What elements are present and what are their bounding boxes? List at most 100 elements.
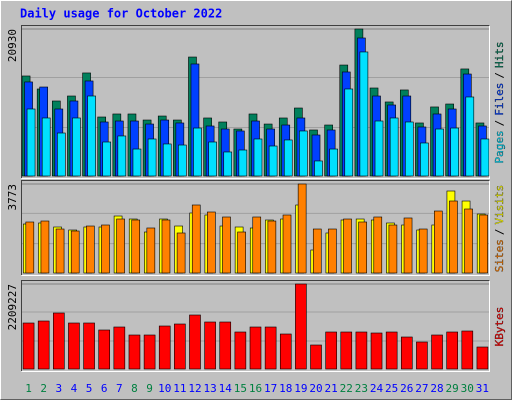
legend-entry: Sites [493,239,506,272]
x-tick-label: 18 [279,382,292,395]
x-tick-label: 28 [430,382,443,395]
bar [389,117,399,177]
y-tick-label: 2209227 [6,284,19,330]
bar [189,314,201,370]
bar [204,321,216,370]
bar [25,221,35,274]
x-tick-label: 21 [325,382,338,395]
bar [340,331,353,370]
bar [57,132,66,177]
bar [404,121,414,177]
bar [41,117,51,177]
bar [283,139,293,177]
bar [343,218,352,274]
bar [101,224,110,274]
x-tick-label: 16 [249,382,262,395]
bar [87,95,96,177]
bar [420,142,429,177]
bar [176,232,186,274]
bar [264,326,277,370]
legend-entry: Hits [493,42,506,69]
bar [191,204,201,274]
bar [329,148,338,177]
plot-bevel-light [21,280,490,372]
legend: KBytes [493,307,506,347]
bar [385,331,398,370]
x-tick-label: 25 [385,382,398,395]
bar [53,312,65,370]
legend-separator: / [493,229,506,236]
bar [403,217,413,274]
bar [147,138,157,177]
bar [158,325,171,370]
chart-title: Daily usage for October 2022 [20,7,222,21]
bar [418,228,428,274]
bar [267,220,277,274]
bar [446,331,458,370]
x-tick-label: 23 [355,382,368,395]
bar [83,322,95,370]
x-tick-label: 31 [476,382,489,395]
bar [358,221,367,274]
bar [253,138,263,177]
bar [86,225,95,274]
bar [40,220,50,274]
bar [128,334,141,370]
x-tick-label: 19 [294,382,307,395]
bar [416,341,428,370]
bar [279,333,292,370]
x-tick-label: 1 [25,382,32,395]
x-tick-label: 4 [71,382,78,395]
bar [464,208,473,274]
x-tick-label: 20 [309,382,322,395]
x-tick-label: 30 [461,382,474,395]
bar [359,51,369,177]
bar [282,214,292,274]
bar [162,143,172,177]
bar [37,320,50,370]
bar [234,331,247,370]
x-tick-label: 24 [370,382,384,395]
legend-separator: / [493,120,506,127]
bar [344,88,354,177]
bar [219,321,232,370]
bar [461,330,474,370]
bar [314,160,323,177]
bar [431,334,443,370]
bar [370,332,383,370]
x-tick-label: 7 [116,382,123,395]
bar [465,96,475,177]
legend-entry: KBytes [493,307,506,347]
plot-bevel-light [21,25,490,179]
plot-bevel-dark [21,180,490,275]
bar [295,283,307,370]
bar [373,216,383,274]
x-tick-label: 14 [219,382,233,395]
x-tick-label: 29 [446,382,459,395]
bar [237,231,246,274]
x-tick-label: 8 [131,382,138,395]
bar [117,135,127,177]
bar [480,138,490,177]
bar [222,216,231,274]
legend-separator: / [493,72,506,79]
x-tick-label: 11 [173,382,186,395]
bar [143,334,156,370]
bar [207,211,216,274]
bar [249,326,262,370]
bar [252,216,262,274]
bar [193,127,202,177]
legend: Pages / Files / Hits [493,42,506,164]
x-tick-label: 22 [340,382,353,395]
bar [161,219,171,274]
plot-bevel-dark [21,25,490,178]
legend-entry: Visits [493,185,506,225]
x-tick-label: 13 [203,382,216,395]
x-tick-label: 3 [56,382,63,395]
bar [178,144,187,177]
bar [479,214,488,274]
bar [174,323,186,370]
x-tick-label: 2 [40,382,47,395]
x-tick-label: 6 [101,382,108,395]
